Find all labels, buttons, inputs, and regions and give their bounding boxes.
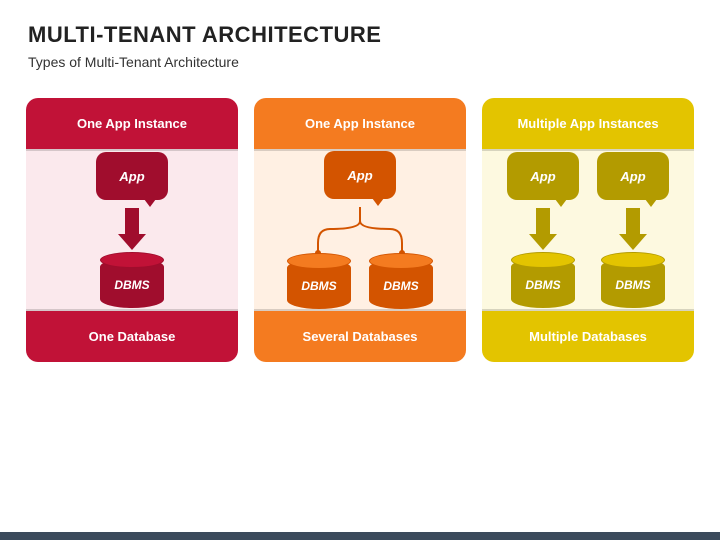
card-body: App DBMS App: [482, 149, 694, 311]
card-header: Multiple App Instances: [482, 98, 694, 149]
db-label: DBMS: [114, 278, 149, 292]
card-orange: One App Instance App DBMS: [254, 98, 466, 362]
arrow-icon: [118, 208, 146, 250]
card-red: One App Instance App DBMS One Database: [26, 98, 238, 362]
app-label: App: [530, 169, 555, 184]
db-cylinder: DBMS: [601, 258, 665, 308]
app-box: App: [597, 152, 669, 200]
card-header: One App Instance: [26, 98, 238, 149]
card-footer: Several Databases: [254, 311, 466, 362]
cards-row: One App Instance App DBMS One Database O…: [0, 80, 720, 362]
db-cylinder: DBMS: [100, 258, 164, 308]
page-title: MULTI-TENANT ARCHITECTURE: [28, 22, 692, 48]
app-box: App: [507, 152, 579, 200]
app-label: App: [620, 169, 645, 184]
card-body: App DBMS DBMS: [254, 149, 466, 311]
card-footer: One Database: [26, 311, 238, 362]
card-footer: Multiple Databases: [482, 311, 694, 362]
db-label: DBMS: [383, 279, 418, 293]
db-cylinder: DBMS: [287, 259, 351, 309]
db-label: DBMS: [525, 278, 560, 292]
app-box: App: [324, 151, 396, 199]
app-label: App: [347, 168, 372, 183]
bottom-bar: [0, 532, 720, 540]
db-label: DBMS: [615, 278, 650, 292]
arrow-icon: [619, 208, 647, 250]
header: MULTI-TENANT ARCHITECTURE Types of Multi…: [0, 0, 720, 80]
arrow-icon: [529, 208, 557, 250]
app-box: App: [96, 152, 168, 200]
card-yellow: Multiple App Instances App DBMS A: [482, 98, 694, 362]
db-label: DBMS: [301, 279, 336, 293]
card-body: App DBMS: [26, 149, 238, 311]
db-cylinder: DBMS: [369, 259, 433, 309]
connector-lines: [280, 199, 440, 259]
page-subtitle: Types of Multi-Tenant Architecture: [28, 54, 692, 70]
db-cylinder: DBMS: [511, 258, 575, 308]
card-header: One App Instance: [254, 98, 466, 149]
app-label: App: [119, 169, 144, 184]
